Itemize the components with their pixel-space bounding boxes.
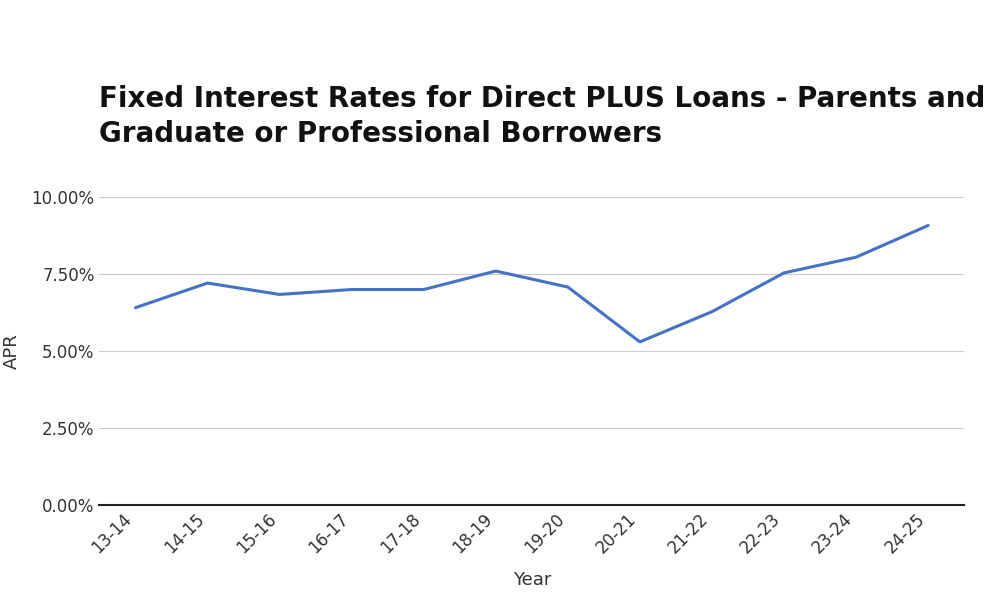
X-axis label: Year: Year — [513, 571, 551, 589]
Text: Fixed Interest Rates for Direct PLUS Loans - Parents and
Graduate or Professiona: Fixed Interest Rates for Direct PLUS Loa… — [99, 85, 986, 148]
Y-axis label: APR: APR — [2, 333, 21, 369]
